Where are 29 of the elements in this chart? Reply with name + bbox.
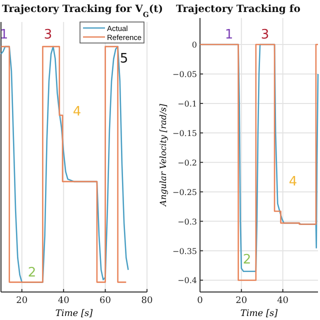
y-tick-label: −0.4 xyxy=(178,276,197,286)
x-tick-label: 20 xyxy=(236,296,248,306)
x-tick-label: 40 xyxy=(277,296,289,306)
text: 3 xyxy=(44,28,52,43)
x-tick-label: 60 xyxy=(100,296,112,306)
y-tick-label: 0 xyxy=(192,40,197,50)
annotation: 5 xyxy=(120,52,128,67)
x-tick-label: 40 xyxy=(58,296,70,306)
y-tick-label: −0.15 xyxy=(172,128,197,138)
x-tick-label: 20 xyxy=(16,296,28,306)
annotation: 4 xyxy=(288,174,298,190)
annotation: 4 xyxy=(72,104,82,120)
y-tick-label: −0.05 xyxy=(172,70,197,79)
annotation: 3 xyxy=(260,28,270,43)
y-tick-label: −0.2 xyxy=(178,158,197,168)
chart-title: Trajectory Tracking fo xyxy=(176,4,301,15)
annotation: 2 xyxy=(242,252,252,268)
annotation: 1 xyxy=(224,28,234,43)
annotation: 2 xyxy=(28,266,36,281)
y-tick-label: −0.1 xyxy=(178,99,197,108)
x-axis-title: Time [s] xyxy=(240,309,278,319)
y-axis-title: Angular Velocity [rad/s] xyxy=(159,103,169,208)
x-tick-label: 0 xyxy=(197,296,204,306)
y-tick-label: −0.3 xyxy=(178,217,197,226)
y-tick-label: −0.25 xyxy=(172,188,197,197)
x-axis-title: Time [s] xyxy=(55,309,94,319)
x-tick-label: 80 xyxy=(141,296,153,306)
y-tick-label: −0.35 xyxy=(172,246,197,256)
chart-title: Trajectory Tracking for V$_{G}$(t) xyxy=(2,4,163,18)
